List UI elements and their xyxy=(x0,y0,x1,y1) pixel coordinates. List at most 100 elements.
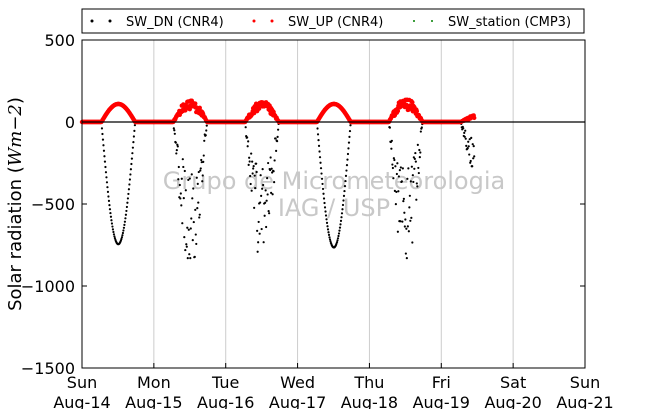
sw-dn-point xyxy=(197,201,200,204)
sw-dn-point xyxy=(124,217,127,220)
watermark-line-2: IAG / USP xyxy=(278,194,390,222)
sw-dn-point xyxy=(274,137,277,140)
watermark: Grupo de Micrometeorologia IAG / USP xyxy=(163,167,505,222)
sw-dn-point xyxy=(184,248,187,252)
sw-dn-point xyxy=(397,175,400,178)
sw-dn-point xyxy=(263,214,266,217)
sw-dn-point xyxy=(322,197,326,200)
sw-dn-point xyxy=(253,174,256,177)
sw-up-point xyxy=(414,109,420,114)
sw-dn-point xyxy=(321,182,324,186)
sw-dn-point xyxy=(405,227,408,230)
sw-dn-point xyxy=(396,230,399,233)
sw-dn-point xyxy=(194,208,197,211)
sw-dn-point xyxy=(188,177,191,180)
sw-dn-point xyxy=(268,212,271,215)
sw-dn-point xyxy=(407,230,410,233)
sw-dn-point xyxy=(347,147,350,150)
sw-dn-point xyxy=(414,151,417,155)
sw-dn-point xyxy=(326,225,329,228)
sw-dn-point xyxy=(190,217,193,220)
sw-dn-point xyxy=(101,132,104,136)
sw-dn-point xyxy=(103,160,107,163)
sw-dn-point xyxy=(420,126,423,129)
sw-dn-point xyxy=(252,165,255,168)
sw-dn-point xyxy=(246,136,249,139)
sw-dn-point xyxy=(338,226,342,229)
x-tick-day: Thu xyxy=(353,373,384,392)
x-tick-label: Aug-21 xyxy=(556,393,613,409)
sw-dn-point xyxy=(316,133,320,136)
sw-dn-point xyxy=(335,241,339,244)
sw-dn-point xyxy=(261,187,264,190)
sw-dn-point xyxy=(187,178,190,182)
watermark-line-1: Grupo de Micrometeorologia xyxy=(163,167,505,195)
sw-dn-point xyxy=(464,129,467,132)
sw-dn-point xyxy=(414,160,417,163)
sw-dn-point xyxy=(419,130,422,133)
sw-dn-point xyxy=(404,252,407,255)
sw-dn-point xyxy=(463,135,466,138)
sw-dn-point xyxy=(418,156,421,159)
sw-dn-point xyxy=(399,166,402,169)
legend-marker xyxy=(90,19,94,23)
sw-dn-point xyxy=(247,140,250,143)
sw-dn-point xyxy=(462,127,465,130)
sw-dn-point xyxy=(276,140,279,143)
sw-dn-point xyxy=(345,169,348,172)
sw-up-point xyxy=(410,100,415,105)
sw-dn-point xyxy=(467,140,470,143)
sw-dn-point xyxy=(390,147,393,150)
sw-dn-point xyxy=(347,141,351,144)
sw-dn-point xyxy=(100,127,104,130)
x-tick-label: Aug-14 xyxy=(53,393,110,409)
sw-dn-point xyxy=(246,145,249,148)
sw-dn-point xyxy=(322,192,325,195)
x-tick-label: Aug-20 xyxy=(484,393,541,409)
sw-dn-point xyxy=(403,211,406,214)
sw-dn-point xyxy=(466,147,469,150)
sw-dn-point xyxy=(183,169,186,173)
sw-dn-point xyxy=(413,157,416,160)
sw-dn-point xyxy=(323,201,326,205)
x-tick-day: Sun xyxy=(570,373,600,392)
x-tick-day: Sat xyxy=(500,373,526,392)
sw-dn-point xyxy=(472,157,475,160)
sw-dn-point xyxy=(195,176,198,179)
sw-dn-point xyxy=(464,137,467,140)
sw-dn-point xyxy=(339,219,343,222)
sw-dn-point xyxy=(205,129,208,132)
sw-dn-point xyxy=(395,190,398,194)
sw-dn-point xyxy=(200,158,203,162)
sw-dn-point xyxy=(328,236,331,239)
legend-box xyxy=(81,8,585,34)
sw-dn-point xyxy=(173,132,176,135)
sw-dn-point xyxy=(131,152,134,155)
sw-dn-point xyxy=(183,236,186,239)
sw-dn-point xyxy=(327,233,331,237)
sw-dn-point xyxy=(249,182,252,186)
sw-dn-point xyxy=(257,220,260,224)
sw-dn-point xyxy=(122,229,125,232)
legend-marker xyxy=(252,19,256,23)
sw-dn-point xyxy=(130,157,134,160)
sw-dn-point xyxy=(111,225,114,228)
sw-dn-point xyxy=(251,172,254,175)
sw-dn-point xyxy=(107,195,110,198)
sw-dn-point xyxy=(319,167,323,170)
sw-dn-point xyxy=(344,179,347,183)
legend-marker xyxy=(413,20,415,22)
sw-dn-point xyxy=(468,138,471,141)
sw-dn-point xyxy=(121,234,124,237)
legend-label: SW_station (CMP3) xyxy=(448,15,571,30)
sw-dn-point xyxy=(272,170,275,173)
sw-dn-point xyxy=(328,238,332,241)
legend: SW_DN (CNR4) SW_UP (CNR4) SW_station (CMP3… xyxy=(81,8,585,34)
x-tick-label: Aug-19 xyxy=(413,393,470,409)
sw-dn-point xyxy=(419,151,422,154)
sw-dn-point xyxy=(175,149,178,152)
sw-dn-point xyxy=(405,257,408,260)
sw-dn-point xyxy=(176,145,179,148)
sw-dn-point xyxy=(255,162,258,165)
